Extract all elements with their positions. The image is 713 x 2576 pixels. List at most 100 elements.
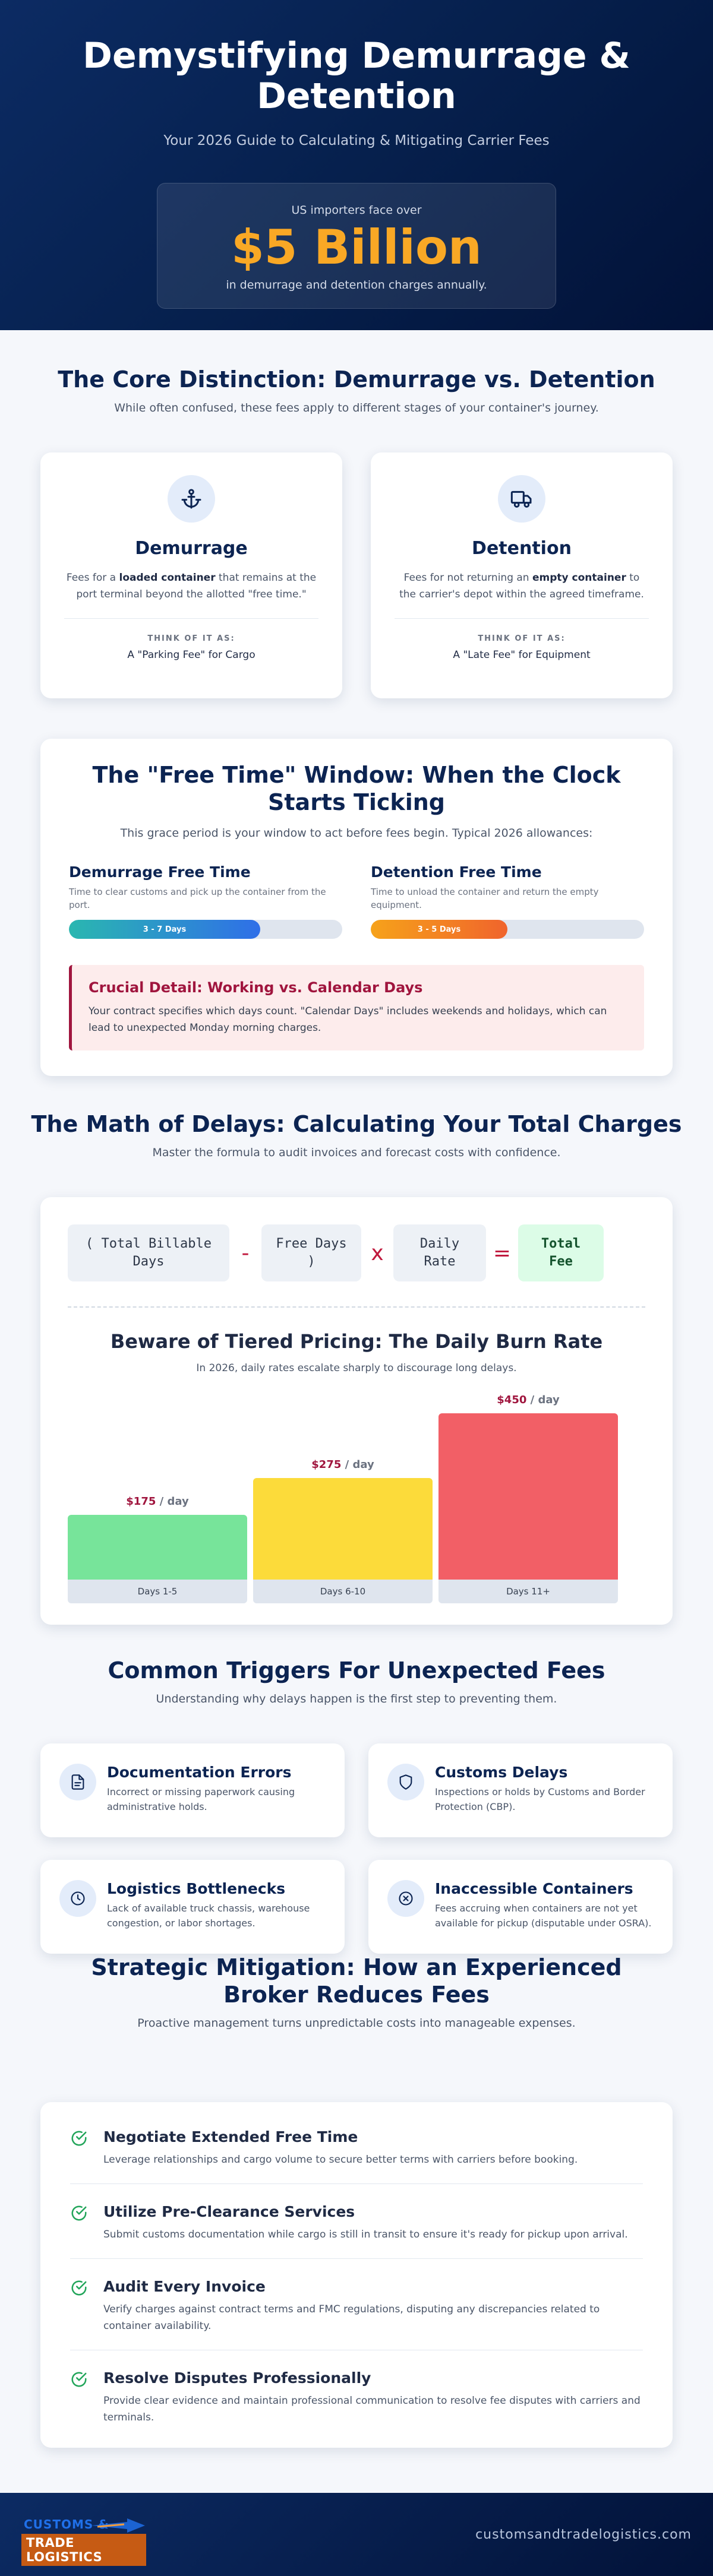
trigger-title: Logistics Bottlenecks [107,1880,286,1897]
x-circle-icon [387,1880,424,1917]
trigger-card: Documentation Errors Incorrect or missin… [40,1743,345,1837]
page-subtitle: Your 2026 Guide to Calculating & Mitigat… [163,133,550,148]
mitigation-card: Negotiate Extended Free Time Leverage re… [40,2102,673,2448]
mitigation-item: Utilize Pre-Clearance Services Submit cu… [70,2184,643,2259]
mitigation-item: Audit Every Invoice Verify charges again… [70,2259,643,2350]
chart-bar [68,1515,247,1580]
company-logo: CUSTOMS & TRADE LOGISTICS [21,2515,146,2566]
free-time-section: The "Free Time" Window: When the Clock S… [40,739,673,1076]
mitigation-item-title: Audit Every Invoice [103,2278,266,2295]
formula-operator: - [241,1240,250,1265]
stat-post: in demurrage and detention charges annua… [226,279,487,292]
page-title: Demystifying Demurrage & Detention [83,35,630,117]
chart-category-label: Days 11+ [438,1580,618,1603]
check-circle-icon [70,2371,88,2391]
trigger-desc: Incorrect or missing paperwork causing a… [107,1786,295,1812]
chart-bar [253,1478,433,1580]
stat-pre: US importers face over [291,204,422,217]
callout-text: Your contract specifies which days count… [89,1005,607,1034]
triggers-title: Common Triggers For Unexpected Fees [108,1657,605,1683]
math-card: ( Total Billable Days - Free Days ) x Da… [40,1197,673,1625]
formula-term: Free Days ) [261,1224,361,1281]
mitigation-item-desc: Leverage relationships and cargo volume … [103,2154,578,2166]
mitigation-item-title: Negotiate Extended Free Time [103,2128,358,2145]
trigger-card: Customs Delays Inspections or holds by C… [368,1743,673,1837]
mitigation-item-title: Resolve Disputes Professionally [103,2369,371,2387]
divider [395,618,649,619]
progress-fill: 3 - 5 Days [371,920,507,939]
formula-operator: x [371,1240,384,1265]
chart-bar-group: $275 / day Days 6-10 [253,1390,433,1603]
mitigation-item-desc: Verify charges against contract terms an… [103,2303,600,2332]
chart-bar-group: $450 / day Days 11+ [438,1390,618,1603]
crucial-callout: Crucial Detail: Working vs. Calendar Day… [69,965,644,1050]
callout-title: Crucial Detail: Working vs. Calendar Day… [89,979,423,996]
mitigation-item-desc: Submit customs documentation while cargo… [103,2229,628,2240]
progress-track: 3 - 7 Days [69,920,342,939]
mitigation-item: Resolve Disputes Professionally Provide … [70,2350,643,2441]
think-label: THINK OF IT AS: [478,634,566,643]
formula-term: ( Total Billable Days [68,1224,229,1281]
chart-data-label: $175 / day [126,1495,189,1508]
chart-category-label: Days 1-5 [68,1580,247,1603]
core-title: The Core Distinction: Demurrage vs. Dete… [58,366,655,393]
trigger-desc: Lack of available truck chassis, warehou… [107,1903,310,1929]
mitigation-item-desc: Provide clear evidence and maintain prof… [103,2395,641,2423]
hero-section: Demystifying Demurrage & Detention Your … [0,0,713,330]
trigger-card: Logistics Bottlenecks Lack of available … [40,1860,345,1954]
detention-free-time: Detention Free Time Time to unload the c… [371,863,644,939]
shield-icon [387,1764,424,1800]
ft-desc: Time to unload the container and return … [371,887,599,910]
logo-line2: TRADE LOGISTICS [21,2534,146,2566]
tier-title: Beware of Tiered Pricing: The Daily Burn… [110,1330,603,1353]
core-subtitle: While often confused, these fees apply t… [114,401,599,414]
clock-icon [59,1880,96,1917]
ft-title: Demurrage Free Time [69,863,251,881]
logo-arrow-icon [92,2518,145,2533]
detention-desc: Fees for not returning an empty containe… [399,572,644,600]
chart-data-label: $275 / day [311,1458,374,1471]
check-circle-icon [70,2204,88,2224]
demurrage-card: Demurrage Fees for a loaded container th… [40,452,342,698]
triggers-section: Common Triggers For Unexpected Fees Unde… [0,1657,713,1954]
chart-bar-group: $175 / day Days 1-5 [68,1390,247,1603]
free-time-subtitle: This grace period is your window to act … [120,827,593,840]
core-distinction-section: The Core Distinction: Demurrage vs. Dete… [0,366,713,698]
detention-title: Detention [472,538,572,559]
check-circle-icon [70,2279,88,2299]
document-icon [59,1764,96,1800]
demurrage-free-time: Demurrage Free Time Time to clear custom… [69,863,342,939]
trigger-title: Documentation Errors [107,1764,292,1781]
formula-result: Total Fee [518,1224,604,1281]
think-label: THINK OF IT AS: [147,634,235,643]
mitigation-item: Negotiate Extended Free Time Leverage re… [70,2109,643,2184]
math-title: The Math of Delays: Calculating Your Tot… [31,1111,682,1137]
ft-desc: Time to clear customs and pick up the co… [69,887,326,910]
stat-value: $5 Billion [231,220,482,275]
trigger-title: Customs Delays [435,1764,568,1781]
formula-term: Daily Rate [393,1224,486,1281]
think-value: A "Late Fee" for Equipment [453,649,591,661]
footer: CUSTOMS & TRADE LOGISTICS customsandtrad… [0,2493,713,2576]
trigger-desc: Inspections or holds by Customs and Bord… [435,1786,645,1812]
chart-bar [438,1413,618,1580]
progress-fill: 3 - 7 Days [69,920,260,939]
demurrage-desc: Fees for a loaded container that remains… [66,572,317,600]
formula: ( Total Billable Days - Free Days ) x Da… [68,1224,645,1281]
ft-title: Detention Free Time [371,863,542,881]
math-subtitle: Master the formula to audit invoices and… [152,1146,561,1159]
math-section: The Math of Delays: Calculating Your Tot… [0,1110,713,1625]
progress-track: 3 - 5 Days [371,920,644,939]
tier-chart: $175 / day Days 1-5 $275 / day Days 6-10 $45… [68,1390,645,1603]
website-link[interactable]: customsandtradelogistics.com [475,2527,692,2542]
check-circle-icon [70,2129,88,2150]
anchor-icon [168,475,215,523]
mitigation-subtitle: Proactive management turns unpredictable… [137,2017,576,2030]
mitigation-item-title: Utilize Pre-Clearance Services [103,2203,355,2220]
mitigation-title: Strategic Mitigation: How an Experienced… [91,1954,622,2008]
divider [64,618,318,619]
detention-card: Detention Fees for not returning an empt… [371,452,673,698]
tier-subtitle: In 2026, daily rates escalate sharply to… [196,1362,517,1374]
trigger-card: Inaccessible Containers Fees accruing wh… [368,1860,673,1954]
